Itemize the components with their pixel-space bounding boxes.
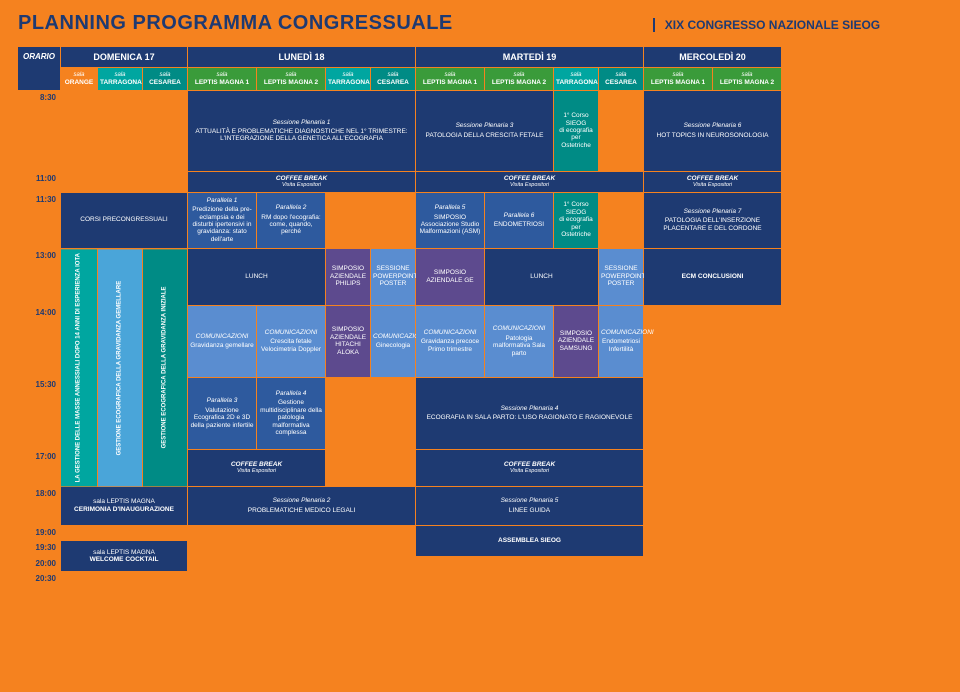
comunicazioni: COMUNICAZIONIEndometriosi Infertilità <box>599 306 643 377</box>
time-label: 13:00 <box>18 249 60 305</box>
session-corso: 1° Corso SIEOGdi ecografia per Ostetrich… <box>554 91 598 171</box>
time-label: 20:00 <box>18 557 60 572</box>
track-vert: LA GESTIONE DELLE MASSE ANNESSIALI DOPO … <box>61 249 97 486</box>
room-header: salaTARRAGONA <box>554 68 598 90</box>
time-label: 19:30 <box>18 541 60 556</box>
comunicazioni: COMUNICAZIONIGinecologia <box>371 306 415 377</box>
comunicazioni: COMUNICAZIONIGravidanza precoce Primo tr… <box>416 306 484 377</box>
session-sp1: Sessione Plenaria 1ATTUALITÀ E PROBLEMAT… <box>188 91 415 171</box>
session-sp4: Sessione Plenaria 4ECOGRAFIA IN SALA PAR… <box>416 378 643 449</box>
assemblea: ASSEMBLEA SIEOG <box>416 526 643 556</box>
sessione-poster: SESSIONE POWERPOINT POSTER <box>371 249 415 305</box>
session-par4: Parallela 4Gestione multidisciplinare de… <box>257 378 325 449</box>
day-header: LUNEDÌ 18 <box>188 47 415 67</box>
room-header: salaLEPTIS MAGNA 2 <box>485 68 553 90</box>
time-label: 14:00 <box>18 306 60 377</box>
day-header: DOMENICA 17 <box>61 47 187 67</box>
ecm-conclusioni: ECM CONCLUSIONI <box>644 249 781 305</box>
lunch: LUNCH <box>485 249 598 305</box>
room-header: salaLEPTIS MAGNA 1 <box>416 68 484 90</box>
page-title: PLANNING PROGRAMMA CONGRESSUALE <box>18 12 453 35</box>
session-par3: Parallela 3Valutazione Ecografica 2D e 3… <box>188 378 256 449</box>
room-header: salaLEPTIS MAGNA 2 <box>257 68 325 90</box>
simposio-samsung: SIMPOSIO AZIENDALE SAMSUNG <box>554 306 598 377</box>
room-header: salaCESAREA <box>143 68 187 90</box>
comunicazioni: COMUNICAZIONICrescita fetale Velocimetri… <box>257 306 325 377</box>
corsi-precongressuali: CORSI PRECONGRESSUALI <box>61 193 187 248</box>
room-header: salaCESAREA <box>371 68 415 90</box>
coffee-break: COFFEE BREAKVisita Espositori <box>188 450 325 486</box>
room-header: salaCESAREA <box>599 68 643 90</box>
orario-header: ORARIO <box>18 47 60 90</box>
session-corso: 1° Corso SIEOGdi ecografia per Ostetrich… <box>554 193 598 248</box>
room-header: salaLEPTIS MAGNA 1 <box>188 68 256 90</box>
cocktail: sala LEPTIS MAGNAWELCOME COCKTAIL <box>61 541 187 571</box>
room-header: salaLEPTIS MAGNA 1 <box>644 68 712 90</box>
day-header: MERCOLEDÌ 20 <box>644 47 781 67</box>
day-header: MARTEDÌ 19 <box>416 47 643 67</box>
room-header: salaORANGE <box>61 68 97 90</box>
session-sp5: Sessione Plenaria 5LINEE GUIDA <box>416 487 643 525</box>
page-subtitle: XIX CONGRESSO NAZIONALE SIEOG <box>653 18 880 32</box>
session-par2: Parallela 2RM dopo l'ecografia: come, qu… <box>257 193 325 248</box>
session-par6: Parallela 6ENDOMETRIOSI <box>485 193 553 248</box>
time-label: 18:00 <box>18 487 60 525</box>
simposio-philips: SIMPOSIO AZIENDALE PHILIPS <box>326 249 370 305</box>
coffee-break: COFFEE BREAKVisita Espositori <box>416 172 643 192</box>
room-header: salaLEPTIS MAGNA 2 <box>713 68 781 90</box>
simposio-hitachi: SIMPOSIO AZIENDALE HITACHI ALOKA <box>326 306 370 377</box>
comunicazioni: COMUNICAZIONIPatologia malformativa Sala… <box>485 306 553 377</box>
time-label: 17:00 <box>18 450 60 486</box>
time-label: 15:30 <box>18 378 60 449</box>
time-label: 20:30 <box>18 572 60 586</box>
session-sp7: Sessione Plenaria 7PATOLOGIA DELL'INSERZ… <box>644 193 781 248</box>
coffee-break: COFFEE BREAKVisita Espositori <box>416 450 643 486</box>
track-vert: GESTIONE ECOGRAFICA DELLA GRAVIDANZA GEM… <box>98 249 142 486</box>
coffee-break: COFFEE BREAKVisita Espositori <box>188 172 415 192</box>
comunicazioni: COMUNICAZIONIGravidanza gemellare <box>188 306 256 377</box>
coffee-break: COFFEE BREAKVisita Espositori <box>644 172 781 192</box>
schedule-grid: ORARIO DOMENICA 17 LUNEDÌ 18 MARTEDÌ 19 … <box>18 47 942 586</box>
room-header: salaTARRAGONA <box>326 68 370 90</box>
track-vert: GESTIONE ECOGRAFICA DELLA GRAVIDANZA INI… <box>143 249 187 486</box>
simposio-ge: SIMPOSIO AZIENDALE GE <box>416 249 484 305</box>
time-label: 19:00 <box>18 526 60 541</box>
session-sp6: Sessione Plenaria 6HOT TOPICS IN NEUROSO… <box>644 91 781 171</box>
session-par5: Parallela 5SIMPOSIO Associazione Studio … <box>416 193 484 248</box>
time-label: 11:30 <box>18 193 60 248</box>
session-sp3: Sessione Plenaria 3PATOLOGIA DELLA CRESC… <box>416 91 553 171</box>
cerimonia: sala LEPTIS MAGNACERIMONIA D'INAUGURAZIO… <box>61 487 187 525</box>
sessione-poster: SESSIONE POWERPOINT POSTER <box>599 249 643 305</box>
time-label: 8:30 <box>18 91 60 171</box>
session-sp2: Sessione Plenaria 2PROBLEMATICHE MEDICO … <box>188 487 415 525</box>
lunch: LUNCH <box>188 249 325 305</box>
time-label: 11:00 <box>18 172 60 192</box>
room-header: salaTARRAGONA <box>98 68 142 90</box>
session-par1: Parallela 1Predizione della pre-eclampsi… <box>188 193 256 248</box>
